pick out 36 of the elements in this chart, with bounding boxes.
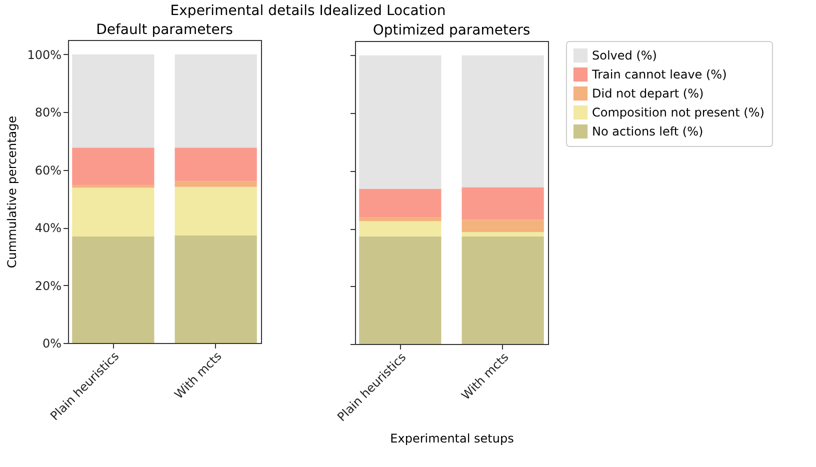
legend-label: Train cannot leave (%) — [591, 68, 727, 82]
bar — [174, 148, 257, 182]
legend-label: No actions left (%) — [592, 124, 704, 138]
y-tick-label: 100% — [27, 48, 62, 62]
bar — [72, 188, 154, 237]
legend-label: Solved (%) — [592, 48, 657, 62]
bar — [462, 232, 544, 236]
bar — [462, 236, 544, 344]
bar — [72, 148, 154, 186]
y-tick-label: 20% — [34, 278, 62, 293]
y-tick-label: 40% — [34, 221, 62, 236]
y-tick-label: 60% — [34, 163, 62, 178]
y-tick-label: 80% — [34, 106, 62, 120]
bar — [359, 217, 442, 222]
bar — [359, 188, 442, 218]
y-tick-label: 0% — [42, 336, 62, 350]
bar — [359, 236, 442, 344]
bar — [72, 54, 154, 148]
chart-title: Optimized parameters — [372, 22, 530, 38]
y-axis-title: Cummulative percentage — [5, 116, 20, 268]
bar — [174, 235, 257, 343]
bar — [359, 55, 442, 189]
bar — [174, 181, 257, 187]
bar — [174, 54, 257, 148]
x-axis-title: Experimental setups — [390, 431, 514, 446]
bar — [359, 221, 442, 236]
text: Experimental details Idealized Location — [170, 3, 446, 19]
legend-label: Composition not present (%) — [592, 106, 764, 120]
chart-title: Default parameters — [96, 22, 233, 38]
bar — [72, 236, 154, 343]
bar — [462, 220, 544, 232]
bar — [462, 187, 544, 220]
bar — [462, 55, 544, 188]
legend-label: Did not depart (%) — [592, 86, 704, 100]
bar — [174, 186, 257, 236]
bar — [72, 185, 154, 188]
